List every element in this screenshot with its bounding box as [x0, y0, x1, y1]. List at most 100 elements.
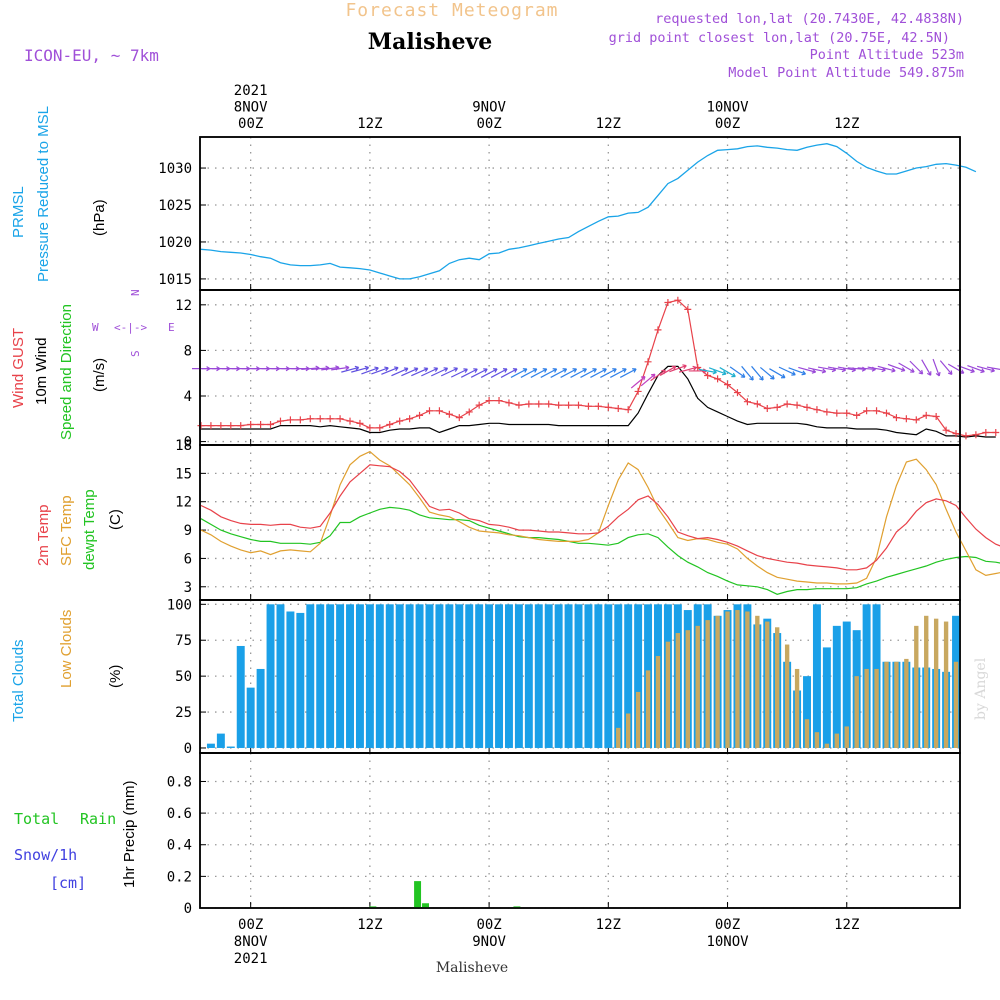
precip-label-cm: [cm] — [50, 874, 86, 892]
top-time-label: 12Z — [596, 116, 621, 132]
bottom-time-label: 12Z — [834, 917, 859, 933]
low-cloud-bar — [695, 625, 700, 748]
low-cloud-bar — [725, 611, 730, 748]
gust-marker — [227, 422, 235, 430]
total-cloud-bar — [822, 647, 831, 748]
clouds-ytick-label: 100 — [167, 597, 192, 613]
total-cloud-bar — [405, 604, 414, 748]
total-cloud-bar — [286, 611, 295, 748]
low-cloud-bar — [665, 641, 671, 748]
gust-marker — [664, 299, 672, 307]
gust-marker — [684, 305, 692, 313]
pressure-panel: 1015 1020 1025 1030 — [158, 136, 961, 291]
gust-marker — [922, 411, 930, 419]
pressure-side-labels: PRMSL Pressure Reduced to MSL (hPa) — [10, 106, 108, 282]
low-cloud-bar — [745, 611, 750, 748]
temp-label-sfc: SFC Temp — [58, 495, 75, 566]
total-cloud-bar — [803, 676, 811, 748]
wind-direction-arrow — [560, 368, 578, 378]
low-cloud-bar — [874, 668, 879, 748]
wind-direction-arrow — [729, 366, 746, 378]
info-requested: requested lon,lat (20.7430E, 42.4838N) — [655, 11, 964, 27]
gust-marker — [674, 296, 682, 304]
gust-marker — [873, 407, 881, 415]
gust-marker — [962, 432, 970, 440]
wind-direction-arrow — [530, 368, 548, 378]
gust-marker — [545, 400, 553, 408]
total-cloud-bar — [534, 604, 543, 748]
wind-direction-arrow — [788, 367, 806, 376]
bottom-time-label: 00Z — [238, 917, 263, 933]
precip-label-total: Total — [14, 810, 59, 828]
gust-marker — [435, 407, 443, 415]
total-cloud-bar — [395, 604, 404, 748]
bottom-time-label: 12Z — [596, 917, 621, 933]
precip-ytick-label: 0.2 — [167, 869, 192, 885]
low-cloud-bar — [953, 661, 959, 748]
bottom-time-label: 10NOV — [706, 934, 749, 950]
gust-marker — [555, 401, 563, 409]
temp-ytick-label: 18 — [175, 438, 192, 454]
gust-marker — [505, 399, 513, 407]
precip-unit: 1hr Precip (mm) — [121, 780, 138, 888]
temp-ytick-label: 15 — [175, 466, 192, 482]
total-cloud-bar — [514, 604, 523, 748]
wind-direction-arrow — [450, 368, 468, 378]
total-cloud-bar — [415, 604, 424, 748]
top-time-label: 10NOV — [706, 100, 749, 116]
wind-direction-arrow — [751, 365, 764, 381]
low-cloud-bar — [804, 719, 810, 748]
gust-marker — [793, 401, 801, 409]
total-cloud-bar — [504, 604, 513, 748]
pressure-label-prmsl: PRMSL — [10, 186, 27, 238]
watermark: by Angel — [973, 657, 989, 720]
low-cloud-bar — [784, 644, 790, 748]
total-cloud-bar — [276, 604, 285, 748]
gust-marker — [654, 326, 662, 334]
bottom-time-label: 00Z — [715, 917, 740, 933]
low-cloud-bar — [755, 615, 760, 748]
gust-marker — [813, 406, 821, 414]
gust-marker — [773, 403, 781, 411]
clouds-side-labels: Total Clouds Low Clouds (%) — [10, 610, 124, 722]
total-cloud-bar — [812, 604, 821, 748]
gust-marker — [316, 415, 324, 423]
wind-direction-arrow — [640, 373, 656, 387]
gust-marker — [465, 408, 473, 416]
wind-10m-line — [201, 365, 996, 438]
total-cloud-bar — [435, 604, 444, 748]
location-title: Malisheve — [368, 29, 492, 55]
precip-ytick-label: 0.4 — [167, 838, 192, 854]
precip-frame-top — [199, 752, 961, 909]
info-point-altitude: Point Altitude 523m — [810, 47, 964, 63]
gust-marker — [267, 420, 275, 428]
precip-label-rain: Rain — [80, 810, 116, 828]
wind-direction-arrow — [421, 367, 439, 377]
gust-marker — [614, 405, 622, 413]
wind-ytick-label: 12 — [175, 298, 192, 314]
gust-marker — [803, 403, 811, 411]
low-cloud-bar — [924, 615, 929, 748]
low-cloud-bar — [884, 661, 889, 748]
gust-marker — [624, 406, 632, 414]
gust-marker — [932, 413, 940, 421]
gust-marker — [863, 407, 871, 415]
wind-ytick-label: 8 — [184, 343, 192, 359]
pressure-frame-top — [199, 136, 961, 291]
pressure-ytick-label: 1025 — [158, 198, 192, 214]
gust-marker — [594, 402, 602, 410]
wind-direction-arrow — [540, 368, 558, 378]
wind-label-speed-direction: Speed and Direction — [58, 304, 75, 440]
gust-marker — [753, 400, 761, 408]
gust-marker — [326, 415, 334, 423]
gust-marker — [714, 375, 722, 383]
wind-direction-arrow — [510, 368, 528, 378]
gust-marker — [475, 401, 483, 409]
gust-marker — [733, 389, 741, 397]
wind-frame — [199, 289, 961, 446]
low-cloud-bar — [904, 658, 909, 748]
wind-direction-arrow — [460, 368, 478, 378]
clouds-ytick-label: 75 — [175, 633, 192, 649]
gust-marker — [515, 401, 523, 409]
